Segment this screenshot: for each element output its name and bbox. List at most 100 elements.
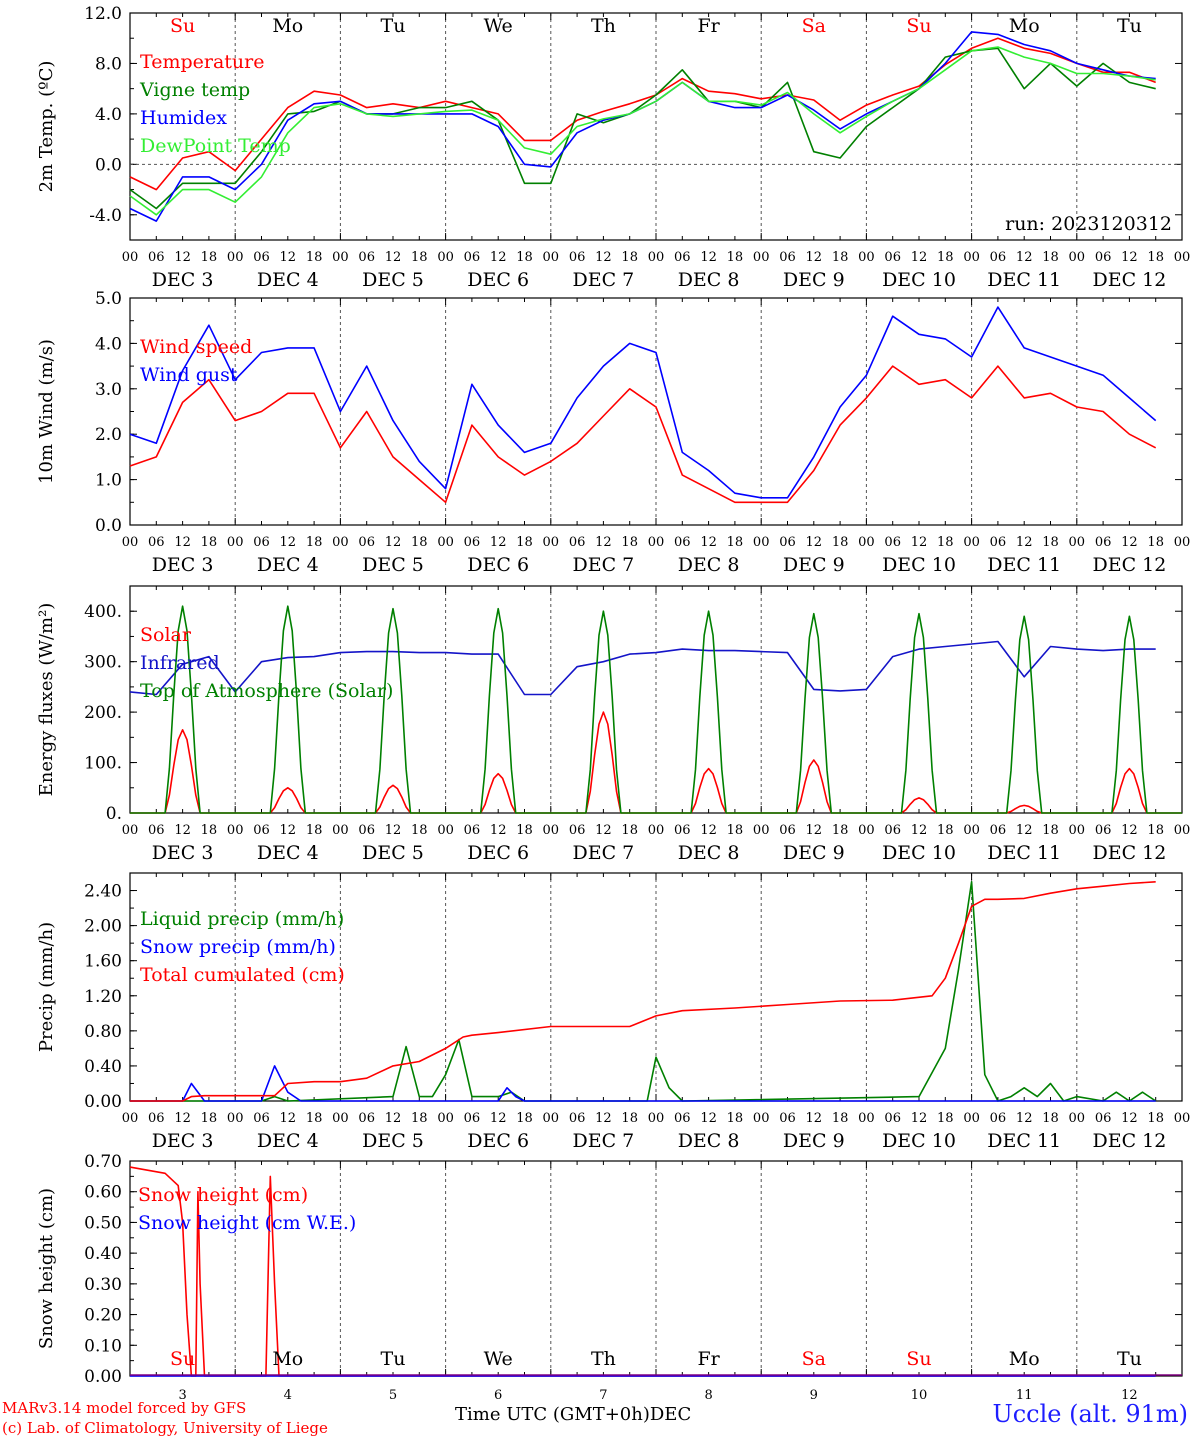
hour-tick-label: 18 (306, 535, 323, 550)
date-label: DEC 7 (573, 269, 635, 291)
y-tick-label: 8.0 (95, 54, 122, 74)
hour-tick-label: 06 (674, 535, 691, 550)
hour-tick-label: 12 (595, 1111, 612, 1126)
y-tick-label: 0.40 (84, 1244, 122, 1264)
date-label: DEC 10 (882, 269, 956, 291)
date-label: DEC 12 (1092, 554, 1166, 576)
hour-tick-label: 18 (1042, 535, 1059, 550)
hour-tick-label: 18 (306, 250, 323, 265)
y-tick-label: 0.00 (84, 1092, 122, 1112)
date-label: DEC 8 (678, 269, 740, 291)
hour-tick-label: 06 (779, 535, 796, 550)
date-label: DEC 11 (987, 554, 1061, 576)
hour-tick-label: 18 (411, 535, 428, 550)
hour-tick-label: 12 (595, 250, 612, 265)
hour-tick-label: 18 (727, 250, 744, 265)
hour-tick-label: 00 (1174, 535, 1191, 550)
date-label: DEC 11 (987, 842, 1061, 864)
x-axis-label: Time UTC (GMT+0h)DEC (455, 1404, 691, 1425)
series-line-2 (129, 306, 1157, 499)
hour-tick-label: 06 (464, 535, 481, 550)
day-of-week-label: Tu (1117, 15, 1142, 37)
hour-tick-label: 12 (700, 535, 717, 550)
y-tick-label: 0.00 (84, 1367, 122, 1387)
hour-tick-label: 06 (990, 535, 1007, 550)
y-tick-label: 300. (84, 653, 122, 673)
y-tick-label: 400. (84, 602, 122, 622)
series-line-2 (130, 1065, 1156, 1102)
legend-entry: Snow height (cm W.E.) (138, 1212, 356, 1234)
hour-tick-label: 00 (858, 535, 875, 550)
hour-tick-label: 06 (464, 250, 481, 265)
day-of-week-label: Fr (697, 15, 720, 37)
date-label: DEC 4 (257, 554, 319, 576)
hour-tick-label: 00 (332, 535, 349, 550)
hour-tick-label: 06 (148, 535, 165, 550)
legend-entry: Top of Atmosphere (Solar) (140, 680, 393, 702)
credit-line-2: (c) Lab. of Climatology, University of L… (2, 1419, 328, 1437)
date-label: DEC 8 (678, 842, 740, 864)
hour-tick-label: 06 (358, 250, 375, 265)
legend-entry: Wind speed (140, 336, 252, 358)
panel-5: 0.70 0.60 0.50 0.40 0.30 0.20 0.10 0.00 Snow hei… (36, 1152, 1183, 1403)
hour-tick-label: 06 (884, 535, 901, 550)
hour-tick-label: 18 (621, 823, 638, 838)
date-label: DEC 9 (783, 842, 845, 864)
date-label: DEC 5 (362, 269, 424, 291)
hour-tick-label: 06 (358, 1111, 375, 1126)
hour-tick-label: 00 (1174, 1111, 1191, 1126)
hour-tick-label: 12 (1016, 823, 1033, 838)
y-axis-label: 2m Temp. (ºC) (36, 61, 57, 193)
hour-tick-label: 06 (779, 250, 796, 265)
hour-tick-label: 18 (1042, 250, 1059, 265)
hour-tick-label: 06 (990, 1111, 1007, 1126)
hour-tick-label: 18 (727, 535, 744, 550)
legend-entry: Total cumulated (cm) (140, 964, 345, 986)
hour-tick-label: 18 (1147, 250, 1164, 265)
day-number-label: 11 (1016, 1388, 1033, 1403)
hour-tick-label: 18 (621, 535, 638, 550)
y-axis-label: Energy fluxes (W/m²) (36, 603, 57, 797)
hour-tick-label: 06 (884, 250, 901, 265)
hour-tick-label: 06 (1095, 535, 1112, 550)
hour-tick-label: 18 (727, 1111, 744, 1126)
date-label: DEC 9 (783, 554, 845, 576)
panel-1: 12.0 8.0 4.0 0.0 -4.0 2m Temp. (ºC) Temperatur… (36, 4, 1190, 291)
hour-tick-label: 06 (674, 1111, 691, 1126)
hour-tick-label: 12 (595, 823, 612, 838)
hour-tick-label: 00 (963, 535, 980, 550)
hour-tick-label: 00 (753, 535, 770, 550)
date-label: DEC 10 (882, 554, 956, 576)
date-label: DEC 8 (678, 1130, 740, 1152)
hour-tick-label: 18 (937, 535, 954, 550)
hour-tick-label: 12 (1121, 1111, 1138, 1126)
hour-tick-label: 06 (884, 1111, 901, 1126)
hour-tick-label: 18 (516, 250, 533, 265)
day-of-week-label: Sa (802, 1348, 826, 1370)
date-label: DEC 3 (152, 269, 214, 291)
day-of-week-label: We (484, 15, 513, 37)
hour-tick-label: 18 (1042, 823, 1059, 838)
series-line-3 (129, 31, 1156, 222)
hour-tick-label: 00 (1069, 823, 1086, 838)
hour-tick-label: 12 (490, 535, 507, 550)
y-tick-label: 4.0 (95, 334, 122, 354)
hour-tick-label: 18 (306, 823, 323, 838)
hour-tick-label: 12 (1016, 250, 1033, 265)
hour-tick-label: 00 (963, 823, 980, 838)
hour-tick-label: 00 (648, 1111, 665, 1126)
hour-tick-label: 00 (858, 1111, 875, 1126)
day-of-week-label: Th (591, 1348, 616, 1370)
series-line-3 (130, 605, 1182, 814)
y-tick-label: 100. (84, 754, 122, 774)
hour-tick-label: 00 (437, 1111, 454, 1126)
hour-tick-label: 12 (595, 535, 612, 550)
hour-tick-label: 12 (911, 1111, 928, 1126)
hour-tick-label: 18 (621, 1111, 638, 1126)
date-label: DEC 11 (987, 1130, 1061, 1152)
hour-tick-label: 12 (700, 1111, 717, 1126)
station-label: Uccle (alt. 91m) (992, 1400, 1188, 1428)
hour-tick-label: 06 (253, 823, 270, 838)
hour-tick-label: 12 (1121, 250, 1138, 265)
day-of-week-label: Tu (1117, 1348, 1142, 1370)
